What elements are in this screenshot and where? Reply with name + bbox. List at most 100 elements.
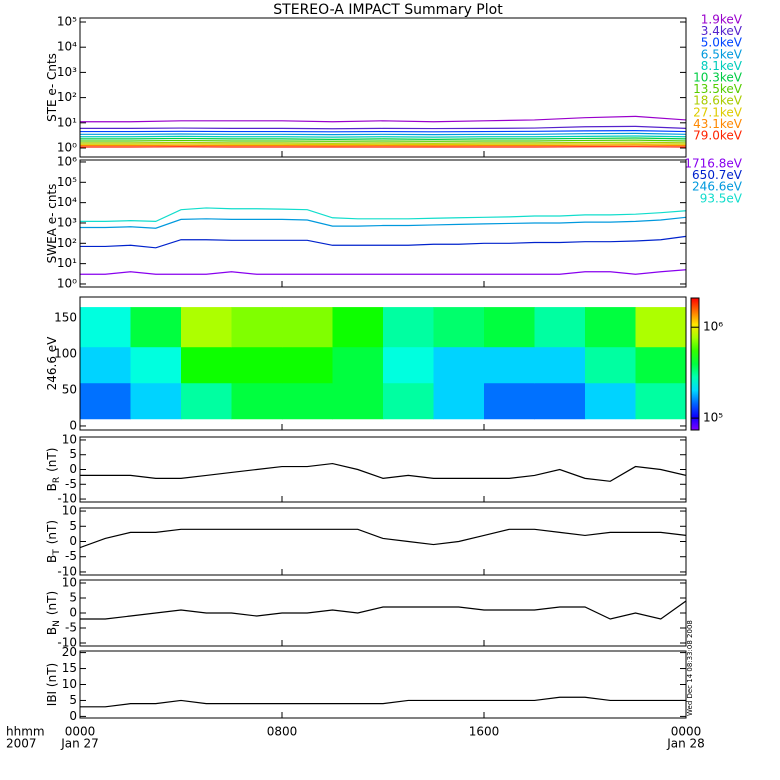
legend-label: 18.6keV — [693, 94, 743, 108]
y-tick-label: 10⁰ — [57, 141, 77, 155]
heatmap-cell — [585, 346, 636, 384]
heatmap-cell — [332, 382, 384, 420]
heatmap-cell — [181, 346, 232, 384]
legend-label: 3.4keV — [701, 24, 743, 38]
y-tick-label: 10⁴ — [57, 195, 77, 209]
y-tick-label: 10 — [62, 576, 77, 590]
legend-label: 6.5keV — [701, 47, 743, 61]
y-axis-label-part: B — [45, 627, 59, 635]
heatmap-cell — [484, 346, 535, 384]
x-axis-label: 2007 — [6, 737, 37, 751]
y-axis-label: BN (nT) — [45, 591, 62, 635]
series-line — [80, 269, 686, 275]
y-tick-label: -10 — [57, 636, 77, 650]
panel-frame — [79, 507, 687, 576]
heatmap-cell — [433, 382, 485, 420]
series-line — [80, 144, 686, 147]
series-line — [80, 130, 686, 133]
legend-label: 13.5keV — [693, 82, 743, 96]
legend-label: 93.5eV — [700, 191, 743, 205]
legend-label: 650.7eV — [692, 168, 743, 182]
y-tick-label: -10 — [57, 492, 77, 506]
y-axis-label: BR (nT) — [45, 448, 62, 492]
y-tick-label: 10⁴ — [57, 40, 77, 54]
y-tick-label: -5 — [65, 621, 77, 635]
y-axis-label-part: STE e- Cnts — [45, 53, 59, 122]
y-tick-label: 10⁵ — [57, 14, 77, 28]
y-tick-label: 10 — [62, 432, 77, 446]
heatmap-cell — [130, 382, 182, 420]
y-tick-label: 0 — [69, 534, 77, 548]
heatmap-cell — [585, 307, 636, 348]
y-tick-label: 10² — [57, 236, 77, 250]
heatmap-cell — [282, 307, 333, 348]
series-line — [80, 141, 686, 144]
legend-label: 5.0keV — [701, 36, 743, 50]
y-tick-label: 15 — [62, 661, 77, 675]
heatmap-cell — [80, 382, 131, 420]
heatmap-cell — [433, 346, 485, 384]
y-tick-label: 0 — [69, 709, 77, 723]
y-axis-label: BT (nT) — [45, 520, 62, 563]
y-tick-label: 5 — [69, 591, 77, 605]
series-line — [80, 216, 686, 229]
y-tick-label: 10² — [57, 90, 77, 104]
y-tick-label: 5 — [69, 519, 77, 533]
y-tick-label: -5 — [65, 477, 77, 491]
series-line — [80, 135, 686, 138]
y-tick-label: 10 — [62, 504, 77, 518]
y-axis-label-part: (nT) — [45, 448, 59, 472]
y-tick-label: 100 — [54, 346, 77, 360]
heatmap-cell — [332, 346, 384, 384]
x-tick-date: Jan 28 — [666, 737, 705, 751]
heatmap-cell — [383, 382, 434, 420]
series-line — [80, 207, 686, 222]
y-tick-label: 0 — [69, 418, 77, 432]
colorbar — [690, 297, 700, 431]
heatmap-cell — [282, 346, 333, 384]
legend-label: 27.1keV — [693, 105, 743, 119]
heatmap-cell — [534, 307, 586, 348]
y-tick-label: 10³ — [57, 65, 77, 79]
heatmap-cell — [231, 346, 283, 384]
y-tick-label: 20 — [62, 645, 77, 659]
colorbar-tick-label: 10⁵ — [703, 411, 723, 425]
series-line — [80, 528, 686, 549]
colorbar-tick-label: 10⁶ — [703, 320, 723, 334]
chart-title: STEREO-A IMPACT Summary Plot — [273, 2, 503, 18]
panel-frame — [79, 436, 687, 503]
series-line — [80, 462, 686, 482]
heatmap-cell — [231, 382, 283, 420]
heatmap-cell — [130, 307, 182, 348]
legend-label: 79.0keV — [693, 129, 743, 143]
y-axis-label-part: T — [52, 549, 62, 556]
x-tick-label: 0800 — [267, 725, 298, 739]
y-tick-label: 10¹ — [57, 256, 77, 270]
y-tick-label: 10 — [62, 677, 77, 691]
panel-frame — [79, 296, 687, 431]
heatmap-cell — [181, 382, 232, 420]
heatmap-cell — [484, 382, 535, 420]
panel-frame — [79, 159, 687, 288]
series-line — [80, 139, 686, 142]
y-axis-label-part: N — [52, 620, 62, 627]
y-axis-label-part: B — [45, 483, 59, 491]
y-tick-label: -5 — [65, 549, 77, 563]
series-line — [80, 132, 686, 136]
panel-frame — [79, 579, 687, 647]
heatmap-cell — [433, 307, 485, 348]
series-line — [80, 143, 686, 146]
series-line — [80, 125, 686, 130]
y-tick-label: 10⁰ — [57, 276, 77, 290]
y-tick-label: 0 — [69, 606, 77, 620]
heatmap-cell — [635, 382, 687, 420]
y-tick-label: 5 — [69, 693, 77, 707]
heatmap-cell — [534, 346, 586, 384]
series-line — [80, 600, 686, 620]
y-axis-label: 246.6 eV — [45, 336, 59, 391]
heatmap-cell — [484, 307, 535, 348]
heatmap-cell — [282, 382, 333, 420]
series-line — [80, 115, 686, 123]
y-tick-label: 10⁵ — [57, 175, 77, 189]
